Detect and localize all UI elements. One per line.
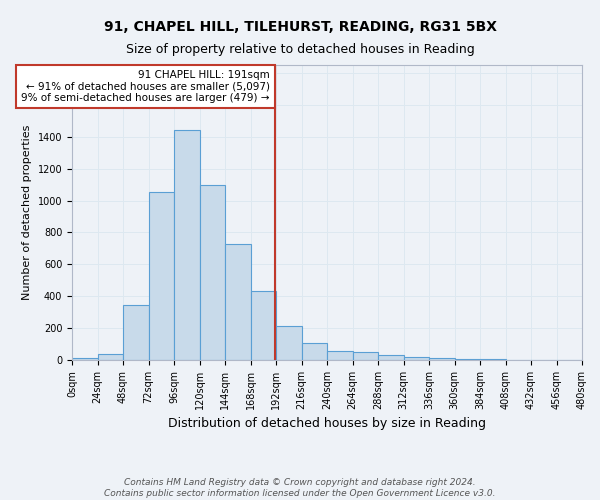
Bar xyxy=(174,130,199,360)
Bar xyxy=(199,186,225,360)
Bar xyxy=(225,244,251,360)
Bar xyxy=(149,192,174,360)
X-axis label: Distribution of detached houses by size in Reading: Distribution of detached houses by size … xyxy=(168,418,486,430)
Bar xyxy=(378,355,404,360)
Bar xyxy=(327,351,353,360)
Text: Size of property relative to detached houses in Reading: Size of property relative to detached ho… xyxy=(125,42,475,56)
Bar xyxy=(123,305,149,360)
Y-axis label: Number of detached properties: Number of detached properties xyxy=(22,125,32,300)
Text: Contains HM Land Registry data © Crown copyright and database right 2024.
Contai: Contains HM Land Registry data © Crown c… xyxy=(104,478,496,498)
Bar xyxy=(429,358,455,360)
Bar xyxy=(97,354,123,360)
Text: 91 CHAPEL HILL: 191sqm
← 91% of detached houses are smaller (5,097)
9% of semi-d: 91 CHAPEL HILL: 191sqm ← 91% of detached… xyxy=(21,70,269,103)
Text: 91, CHAPEL HILL, TILEHURST, READING, RG31 5BX: 91, CHAPEL HILL, TILEHURST, READING, RG3… xyxy=(104,20,497,34)
Bar xyxy=(455,359,480,360)
Bar xyxy=(302,344,327,360)
Bar xyxy=(251,292,276,360)
Bar xyxy=(353,352,378,360)
Bar xyxy=(72,358,97,360)
Bar xyxy=(404,357,429,360)
Bar xyxy=(276,326,302,360)
